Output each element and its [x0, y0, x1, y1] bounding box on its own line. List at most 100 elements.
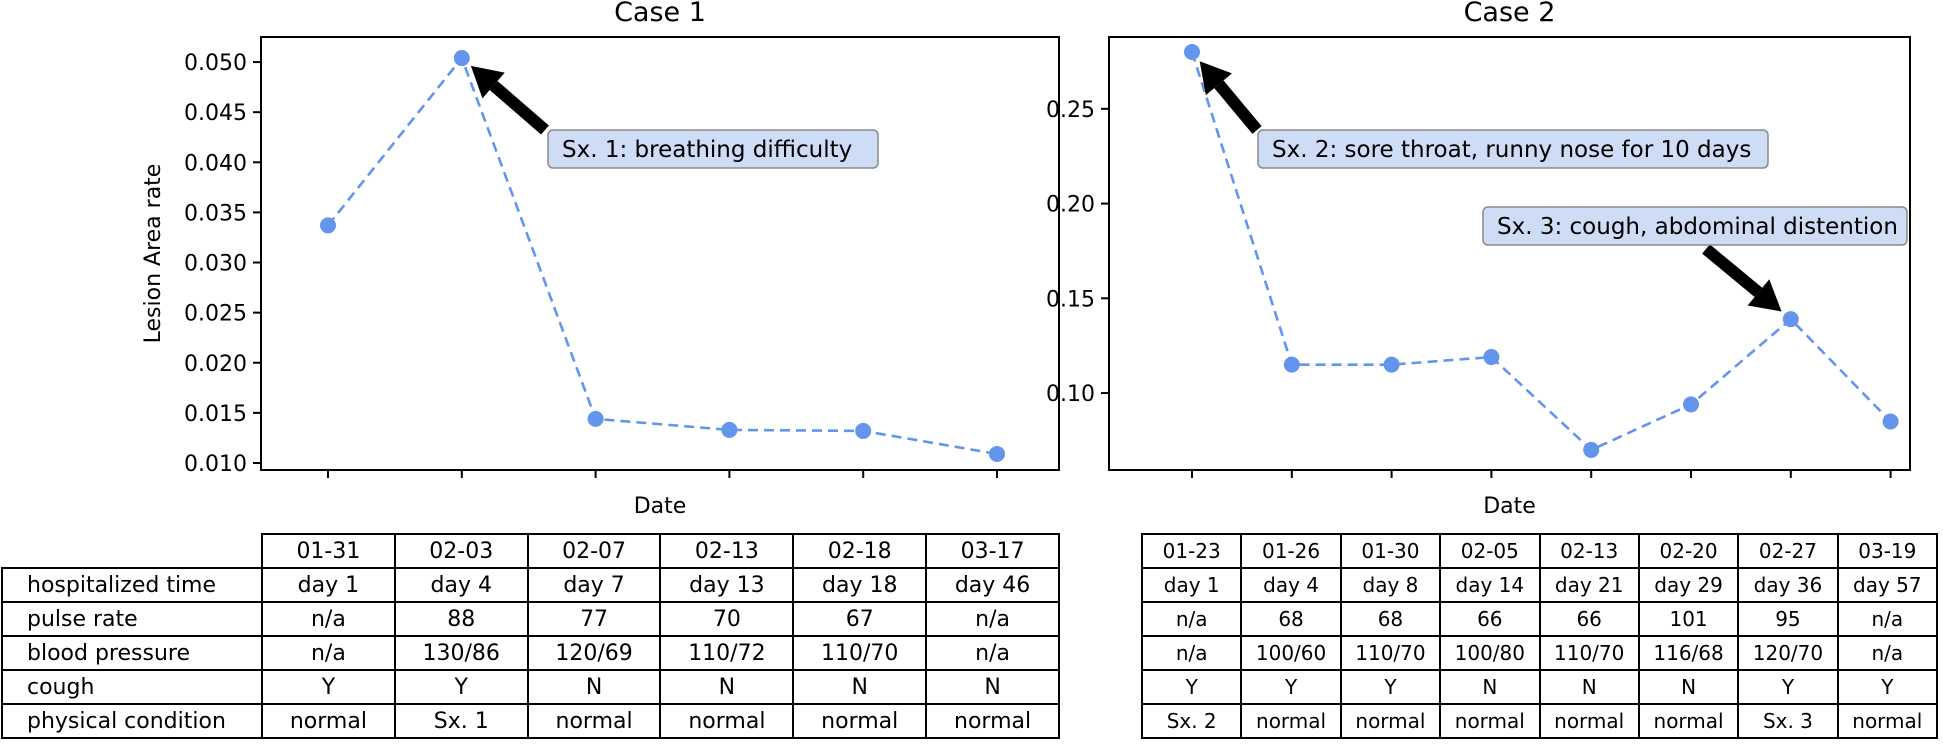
table-cell: 67 — [792, 601, 928, 637]
data-point — [1882, 413, 1899, 430]
table-cell: N — [1439, 669, 1541, 705]
y-tick-label: 0.035 — [184, 201, 247, 226]
table-row: n/a 68 68 66 66 101 95 n/a — [1140, 601, 1939, 637]
chart-title: Case 1 — [614, 0, 706, 28]
x-axis-label: Date — [634, 494, 687, 519]
table-cell: day 1 — [1140, 567, 1243, 603]
table-cell: normal — [792, 703, 928, 739]
table-cell: Sx. 2 — [1140, 703, 1243, 739]
annotation-box — [1482, 206, 1908, 246]
table-cell: 120/70 — [1737, 635, 1839, 671]
table-cell: N — [1538, 669, 1640, 705]
y-tick-label: 0.025 — [184, 302, 247, 327]
series-line — [326, 55, 998, 456]
x-axis-label: Date — [1483, 494, 1536, 519]
table-cell: normal — [1637, 703, 1740, 739]
table-cell: 100/60 — [1240, 635, 1342, 671]
table-date-header: 02-13 — [659, 533, 795, 569]
table-cell: n/a — [1140, 635, 1243, 671]
annotation-arrowhead — [1199, 61, 1232, 96]
table-cell: Sx. 3 — [1737, 703, 1839, 739]
table-cell: n/a — [925, 635, 1060, 671]
table-cell: 66 — [1538, 601, 1640, 637]
table-cell: n/a — [925, 601, 1060, 637]
table-cell: normal — [925, 703, 1060, 739]
table-cell: N — [526, 669, 662, 705]
table-cell: N — [925, 669, 1060, 705]
y-tick-label: 0.045 — [184, 101, 247, 126]
annotation-arrow — [489, 80, 549, 135]
chart-title: Case 2 — [1464, 0, 1556, 28]
y-tick-label: 0.15 — [1046, 287, 1095, 312]
annotation-arrow — [1214, 80, 1262, 134]
data-point — [587, 410, 604, 427]
table-row-label: blood pressure — [1, 635, 263, 671]
table-cell: day 46 — [925, 567, 1060, 603]
table-cell: normal — [659, 703, 795, 739]
table-date-header: 02-20 — [1637, 533, 1740, 569]
table-row: hospitalized time day 1 day 4 day 7 day 13 da… — [1, 567, 1060, 603]
table-cell: n/a — [1836, 601, 1939, 637]
table-cell: Y — [1240, 669, 1342, 705]
y-axis-label: Lesion Area rate — [141, 164, 166, 344]
table-cell: N — [1637, 669, 1740, 705]
table-cell: normal — [526, 703, 662, 739]
table-cell: Y — [393, 669, 529, 705]
table-row: n/a 100/60 110/70 100/80 110/70 116/68 120/70 n… — [1140, 635, 1939, 671]
annotation-arrowhead — [470, 65, 505, 99]
table-row: day 1 day 4 day 8 day 14 day 21 day 29 day 36 d… — [1140, 567, 1939, 603]
table-date-header: 01-23 — [1140, 533, 1243, 569]
y-tick-label: 0.040 — [184, 151, 247, 176]
table-cell: normal — [1240, 703, 1342, 739]
table-header-row: 01-31 02-03 02-07 02-13 02-18 03-17 — [2, 533, 1060, 569]
table-date-header: 01-31 — [261, 533, 396, 569]
y-tick-label: 0.25 — [1046, 98, 1095, 123]
table-cell: 110/70 — [792, 635, 928, 671]
table-row: pulse rate n/a 88 77 70 67 n/a — [1, 601, 1060, 637]
annotation-label: Sx. 1: breathing difficulty — [562, 137, 852, 163]
table-date-header: 03-19 — [1836, 533, 1939, 569]
table-cell: 68 — [1339, 601, 1442, 637]
table-cell: n/a — [1836, 635, 1939, 671]
table-corner-blank — [2, 534, 263, 569]
table-date-header: 01-26 — [1240, 533, 1342, 569]
y-tick-label: 0.015 — [184, 402, 247, 427]
y-tick-label: 0.020 — [184, 352, 247, 377]
annotation-box — [1257, 129, 1769, 169]
case-1-data-table: 01-31 02-03 02-07 02-13 02-18 03-17 hospitaliz… — [1, 533, 1060, 739]
table-cell: n/a — [261, 601, 396, 637]
table-cell: N — [792, 669, 928, 705]
data-point — [1483, 349, 1500, 366]
data-point — [1583, 441, 1600, 458]
data-point — [1383, 356, 1400, 373]
table-cell: n/a — [261, 635, 396, 671]
table-cell: normal — [1836, 703, 1939, 739]
table-row: Sx. 2 normal normal normal normal normal Sx. 3… — [1140, 703, 1939, 739]
y-tick-label: 0.030 — [184, 252, 247, 277]
table-cell: day 36 — [1737, 567, 1839, 603]
data-point — [989, 445, 1005, 462]
table-cell: day 14 — [1439, 567, 1541, 603]
table-date-header: 03-17 — [925, 533, 1060, 569]
annotation-box — [547, 129, 879, 169]
y-tick-label: 0.20 — [1046, 193, 1095, 218]
table-cell: n/a — [1140, 601, 1243, 637]
plot-area-case-2 — [1108, 36, 1911, 471]
table-cell: normal — [261, 703, 396, 739]
table-cell: 110/72 — [659, 635, 795, 671]
table-row: blood pressure n/a 130/86 120/69 110/72 110/7… — [1, 635, 1060, 671]
table-cell: normal — [1538, 703, 1640, 739]
table-cell: 110/70 — [1339, 635, 1442, 671]
data-point — [1184, 43, 1200, 60]
table-cell: day 7 — [526, 567, 662, 603]
table-row-label: physical condition — [1, 703, 263, 739]
annotation-label: Sx. 2: sore throat, runny nose for 10 da… — [1272, 137, 1751, 163]
annotation-arrowhead — [1747, 279, 1782, 312]
table-cell: Sx. 1 — [393, 703, 529, 739]
table-row: physical condition normal Sx. 1 normal norma… — [1, 703, 1060, 739]
table-date-header: 02-07 — [526, 533, 662, 569]
table-cell: Y — [261, 669, 396, 705]
y-tick-label: 0.010 — [184, 452, 247, 477]
table-row-label: hospitalized time — [1, 567, 263, 603]
table-cell: normal — [1339, 703, 1442, 739]
